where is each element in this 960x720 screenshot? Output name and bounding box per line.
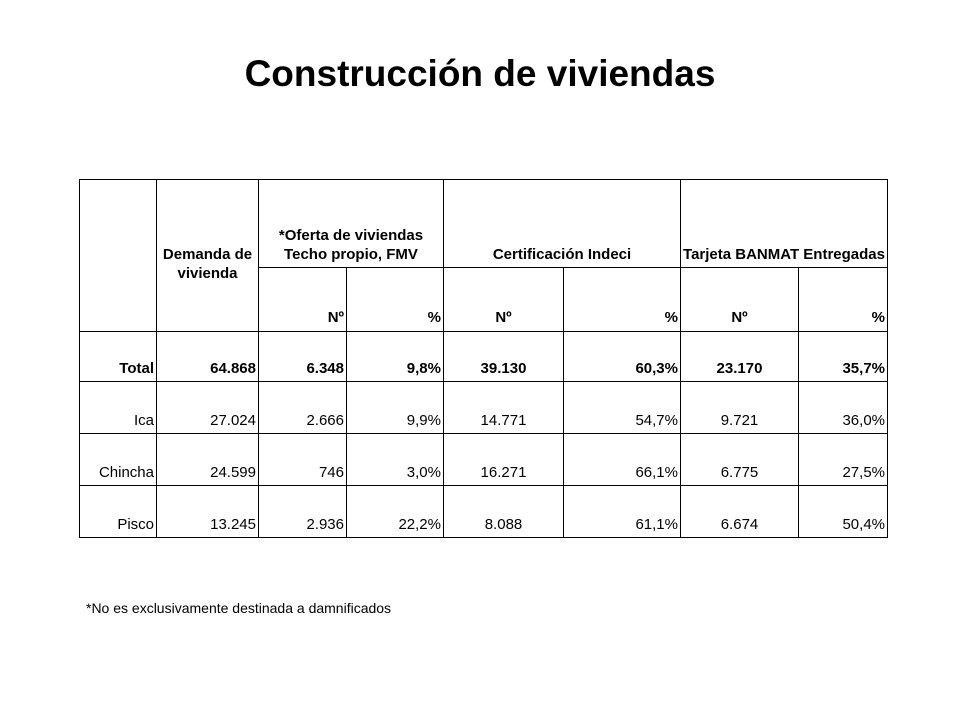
cell-offer-p: 9,8% [346,331,444,382]
cell-offer-p: 9,9% [346,381,444,434]
cell-ban-p: 35,7% [797,331,889,382]
cell-ban-p: 36,0% [797,381,889,434]
cell-cert-p: 66,1% [563,433,681,486]
table-row: Chincha 24.599 746 3,0% 16.271 66,1% 6.7… [79,433,889,486]
row-label: Chincha [79,433,157,486]
cell-cert-p: 60,3% [563,331,681,382]
cell-cert-n: 16.271 [443,433,564,486]
cell-cert-n: 8.088 [443,485,564,538]
cell-cert-p: 61,1% [563,485,681,538]
row-label: Total [79,331,157,382]
cell-ban-n: 6.674 [680,485,799,538]
cell-ban-p: 50,4% [797,485,889,538]
footnote: *No es exclusivamente destinada a damnif… [86,600,392,616]
cell-ban-n: 6.775 [680,433,799,486]
header-offer: *Oferta de viviendas Techo propio, FMV [258,179,444,268]
cell-ban-n: 23.170 [680,331,799,382]
subheader-offer-n: Nº [258,267,347,332]
cell-offer-n: 6.348 [258,331,347,382]
subheader-cert-n: Nº [443,267,564,332]
cell-demand: 27.024 [156,381,259,434]
subheader-offer-p: % [346,267,444,332]
cell-offer-p: 22,2% [346,485,444,538]
slide-title: Construcción de viviendas [244,53,716,94]
cell-offer-n: 2.666 [258,381,347,434]
table-row: Total 64.868 6.348 9,8% 39.130 60,3% 23.… [79,331,889,382]
cell-cert-n: 14.771 [443,381,564,434]
cell-offer-n: 2.936 [258,485,347,538]
cell-ban-n: 9.721 [680,381,799,434]
cell-demand: 64.868 [156,331,259,382]
table-row: Pisco 13.245 2.936 22,2% 8.088 61,1% 6.6… [79,485,889,538]
subheader-cert-p: % [563,267,681,332]
cell-demand: 13.245 [156,485,259,538]
header-banmat: Tarjeta BANMAT Entregadas [679,179,889,268]
header-demand: Demanda de vivienda [156,179,259,332]
cell-offer-n: 746 [258,433,347,486]
subheader-ban-p: % [797,267,889,332]
cell-offer-p: 3,0% [346,433,444,486]
row-label: Pisco [79,485,157,538]
cell-cert-p: 54,7% [563,381,681,434]
table-row: Ica 27.024 2.666 9,9% 14.771 54,7% 9.721… [79,381,889,434]
subheader-row: Nº % Nº % Nº % [80,267,889,332]
cell-ban-p: 27,5% [797,433,889,486]
subheader-ban-n: Nº [680,267,799,332]
cell-demand: 24.599 [156,433,259,486]
row-label: Ica [79,381,157,434]
cell-cert-n: 39.130 [443,331,564,382]
header-row: Demanda de vivienda *Oferta de viviendas… [79,179,889,332]
header-cert: Certificación Indeci [443,179,681,268]
corner-cell [79,179,157,332]
housing-table: Demanda de vivienda *Oferta de viviendas… [79,179,889,538]
